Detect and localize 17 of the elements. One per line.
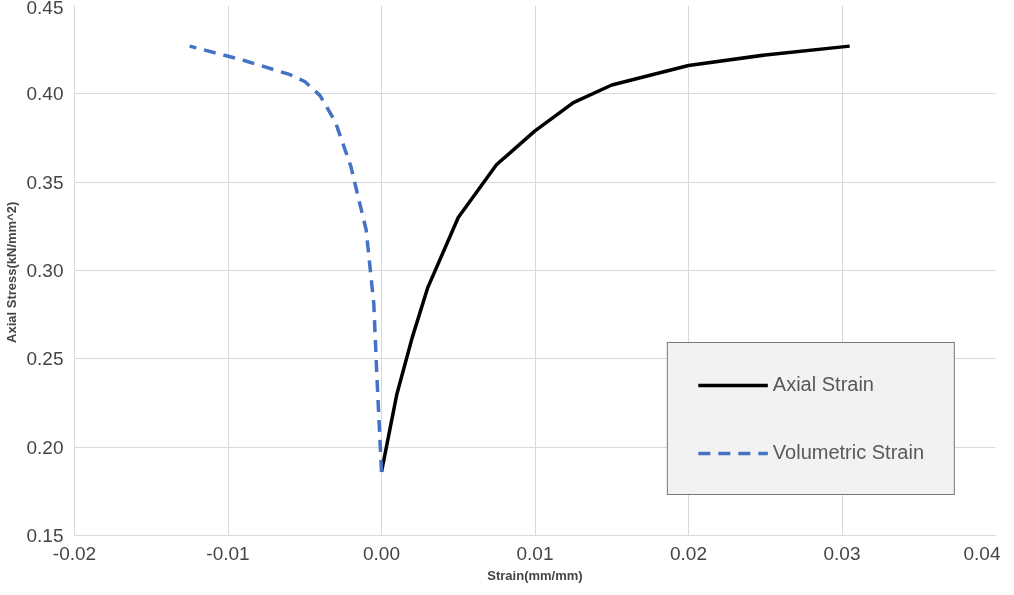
x-axis-title: Strain(mm/mm) (487, 567, 583, 583)
line-series (187, 44, 384, 474)
y-tick-label: 0.25 (26, 348, 64, 370)
legend-label: Volumetric Strain (772, 441, 924, 464)
x-tick-label: 0.00 (363, 542, 400, 564)
y-tick-label: 0.45 (26, 0, 64, 18)
x-tick-label: 0.04 (963, 542, 1001, 564)
y-tick-label: 0.30 (26, 260, 64, 281)
legend-label: Axial Strain (772, 373, 874, 396)
x-tick-label: 0.03 (823, 542, 861, 564)
y-axis-title: Axial Stress(kN/mm^2) (3, 201, 19, 343)
x-tick-label: -0.01 (206, 542, 250, 564)
x-tick-label: 0.01 (516, 542, 554, 564)
y-tick-label: 0.35 (26, 171, 64, 193)
y-tick-label: 0.40 (26, 83, 64, 105)
x-tick-label: 0.02 (670, 542, 707, 564)
y-tick-label: 0.20 (26, 436, 64, 458)
